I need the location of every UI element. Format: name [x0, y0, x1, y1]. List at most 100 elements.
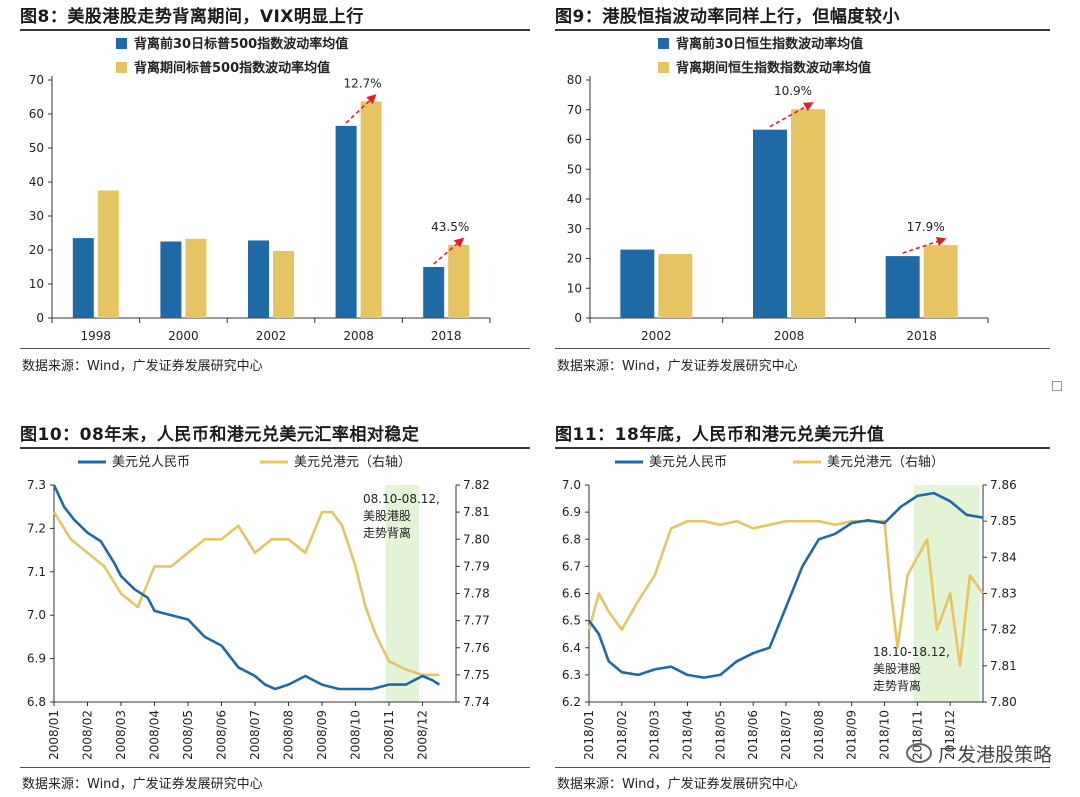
fig8-y-tick-label: 0 — [36, 311, 44, 325]
fig9-bar-2018-s1 — [885, 256, 920, 318]
fig8-legend-label: 背离前30日标普500指数波动率均值 — [134, 36, 348, 52]
figure-10-source-rule — [20, 767, 530, 768]
fig11-right-tick-label: 7.86 — [990, 478, 1017, 492]
figure-10-title: 图10：08年末，人民币和港元兑美元汇率相对稳定 — [20, 425, 420, 445]
fig9-y-tick-label: 30 — [567, 222, 582, 236]
fig8-x-tick-label: 1998 — [81, 329, 112, 343]
fig11-shade-label: 18.10-18.12, — [873, 645, 950, 659]
fig8-bar-1998-s2 — [97, 190, 119, 318]
fig9-growth-arrow — [902, 236, 947, 254]
fig10-legend-label: 美元兑港元（右轴） — [294, 455, 411, 470]
figure-8-source-rule — [20, 348, 530, 349]
fig11-divergence-shade — [914, 485, 980, 702]
fig11-legend-label: 美元兑港元（右轴） — [827, 455, 944, 470]
fig9-legend-swatch — [658, 38, 669, 49]
fig11-x-tick-label: 2018/04 — [681, 710, 695, 760]
fig9-x-tick-label: 2002 — [641, 329, 672, 343]
fig10-right-tick-label: 7.74 — [463, 695, 490, 709]
fig11-left-tick-label: 6.7 — [562, 559, 581, 573]
fig9-bar-2018-s2 — [923, 245, 958, 318]
figure-9-source: 数据来源：Wind，广发证券发展研究中心 — [557, 359, 798, 374]
fig8-x-tick-label: 2008 — [343, 329, 374, 343]
fig10-right-tick-label: 7.81 — [463, 505, 490, 519]
watermark: 广发港股策略 — [905, 740, 1052, 767]
fig11-series-line-1 — [587, 491, 984, 679]
fig10-legend-label: 美元兑人民币 — [112, 455, 190, 470]
figure-11-title-rule — [555, 447, 1050, 449]
watermark-text: 广发港股策略 — [937, 744, 1052, 766]
fig9-growth-label: 17.9% — [907, 220, 945, 234]
fig10-x-tick-label: 2008/12 — [416, 710, 430, 760]
fig10-shade-label: 走势背离 — [363, 525, 411, 540]
fig11-x-tick-label: 2018/10 — [878, 710, 892, 760]
fig8-bar-2002-s1 — [248, 240, 269, 318]
fig10-shade-label: 08.10-08.12, — [363, 492, 440, 506]
fig10-left-tick-label: 6.9 — [27, 652, 46, 666]
fig9-y-tick-label: 80 — [567, 73, 582, 87]
fig10-x-tick-label: 2008/10 — [349, 710, 363, 760]
figure-11: 图11：18年底，人民币和港元兑美元升值 18.10-18.12, 美股港股 走势背… — [555, 418, 1050, 797]
fig8-y-tick-label: 30 — [29, 209, 44, 223]
fig8-bar-2000-s2 — [185, 238, 207, 318]
fig10-x-tick-label: 2008/01 — [47, 710, 61, 760]
fig11-x-tick-label: 2018/06 — [746, 710, 760, 760]
fig9-bar-2002-s1 — [620, 249, 655, 318]
fig10-left-tick-label: 7.0 — [27, 608, 46, 622]
fig10-right-tick-label: 7.77 — [463, 614, 490, 628]
fig10-right-tick-label: 7.82 — [463, 478, 490, 492]
fig11-left-tick-label: 6.2 — [562, 695, 581, 709]
figure-8-title-rule — [20, 29, 530, 31]
fig11-left-tick-label: 6.6 — [562, 587, 581, 601]
fig10-right-tick-label: 7.79 — [463, 559, 490, 573]
fig10-x-tick-label: 2008/02 — [81, 710, 95, 760]
fig8-y-tick-label: 10 — [29, 277, 44, 291]
fig11-left-tick-label: 6.4 — [562, 641, 581, 655]
fig9-legend-swatch — [658, 62, 669, 73]
figure-10-chart: 08.10-08.12, 美股港股走势背离 美元兑人民币 美元兑港元（右轴） 6.8 6.… — [27, 455, 490, 760]
fig11-x-tick-label: 2018/09 — [845, 710, 859, 760]
figure-9: 图9：港股恒指波动率同样上行，但幅度较小 背离前30日恒生指数波动率均值 背离期间… — [555, 0, 1050, 380]
fig8-legend-swatch — [116, 62, 127, 73]
fig10-x-tick-label: 2008/08 — [282, 710, 296, 760]
figure-10-title-rule — [20, 447, 530, 449]
fig9-y-tick-label: 0 — [574, 311, 582, 325]
fig11-left-tick-label: 6.9 — [562, 505, 581, 519]
fig9-y-tick-label: 50 — [567, 162, 582, 176]
fig11-left-tick-label: 7.0 — [562, 478, 581, 492]
fig10-series-line-2 — [52, 510, 440, 677]
fig11-x-tick-label: 2018/01 — [582, 710, 596, 760]
fig8-y-tick-label: 70 — [29, 73, 44, 87]
figure-8-source: 数据来源：Wind，广发证券发展研究中心 — [22, 359, 263, 374]
fig11-x-tick-label: 2018/02 — [615, 710, 629, 760]
figure-11-source: 数据来源：Wind，广发证券发展研究中心 — [557, 777, 798, 792]
figure-8-title: 图8：美股港股走势背离期间，VIX明显上行 — [20, 7, 364, 27]
fig8-legend-label: 背离期间标普500指数波动率均值 — [134, 60, 330, 76]
fig11-x-tick-label: 2018/07 — [779, 710, 793, 760]
fig11-series-line-2 — [587, 519, 985, 668]
fig11-right-tick-label: 7.83 — [990, 587, 1017, 601]
fig11-left-tick-label: 6.5 — [562, 614, 581, 628]
fig11-right-tick-label: 7.81 — [990, 659, 1017, 673]
square-marker — [1052, 381, 1062, 391]
fig9-y-tick-label: 70 — [567, 103, 582, 117]
fig10-x-tick-label: 2008/06 — [215, 710, 229, 760]
fig11-legend-label: 美元兑人民币 — [649, 455, 727, 470]
fig10-right-tick-label: 7.75 — [463, 668, 490, 682]
fig11-x-tick-label: 2018/05 — [713, 710, 727, 760]
fig10-right-tick-label: 7.80 — [463, 532, 490, 546]
fig10-x-tick-label: 2008/04 — [148, 710, 162, 760]
fig11-right-tick-label: 7.82 — [990, 623, 1017, 637]
fig8-growth-arrow — [433, 237, 465, 265]
fig8-growth-label: 43.5% — [431, 220, 469, 234]
fig10-divergence-shade — [385, 485, 420, 702]
fig9-y-tick-label: 60 — [567, 133, 582, 147]
fig9-legend-label: 背离前30日恒生指数波动率均值 — [676, 36, 863, 52]
fig10-x-tick-label: 2008/03 — [114, 710, 128, 760]
fig11-right-tick-label: 7.80 — [990, 695, 1017, 709]
fig8-bar-2008-s1 — [335, 125, 357, 319]
fig9-y-tick-label: 40 — [567, 192, 582, 206]
fig8-x-tick-label: 2000 — [168, 329, 199, 343]
fig11-x-tick-label: 2018/03 — [648, 710, 662, 760]
